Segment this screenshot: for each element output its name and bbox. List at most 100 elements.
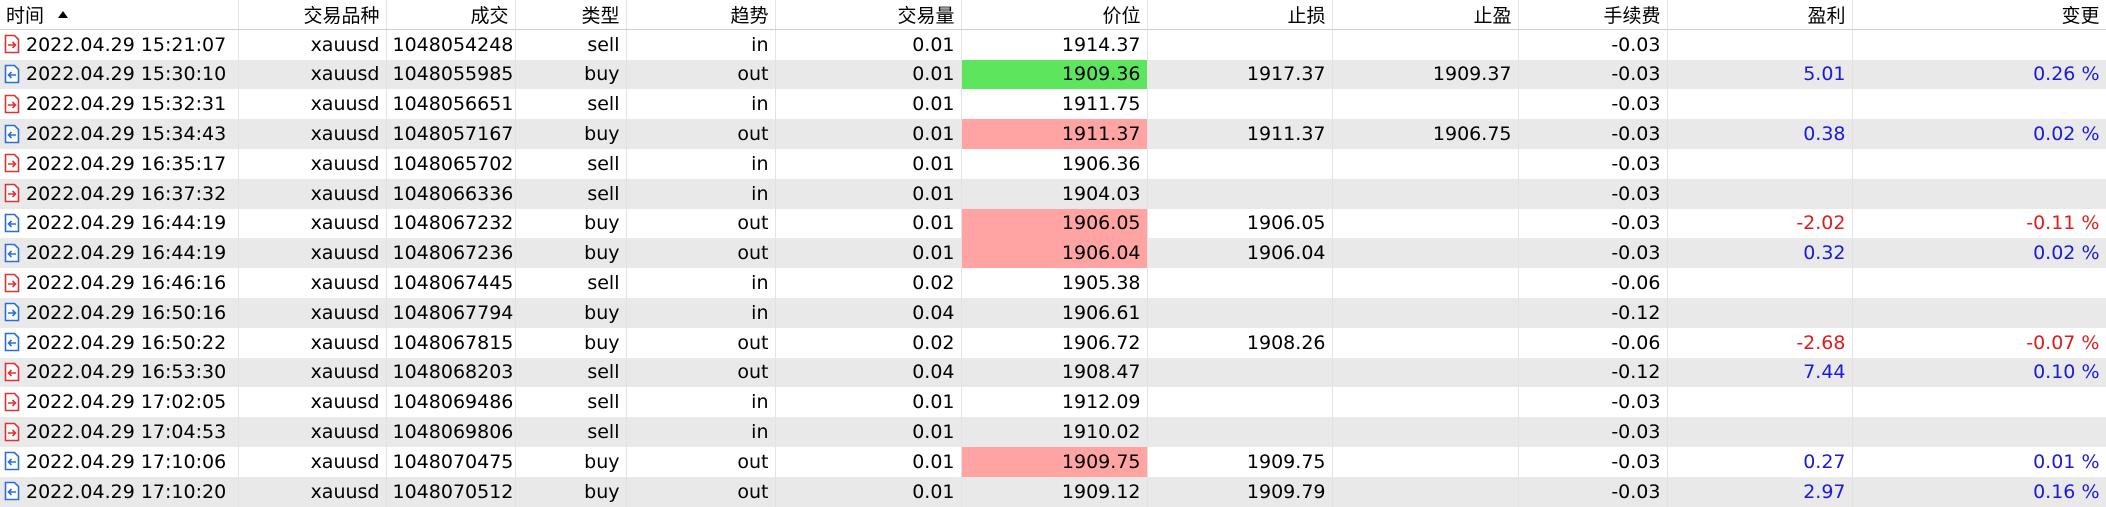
table-row[interactable]: 2022.04.29 15:34:43 xauusd 1048057167 buy ou…	[0, 119, 2106, 149]
cell-price: 1909.36	[961, 59, 1148, 90]
time-text: 2022.04.29 17:02:05	[26, 391, 227, 414]
cell-price: 1906.04	[961, 238, 1148, 269]
cell-tp	[1332, 446, 1519, 477]
column-header-price[interactable]: 价位	[961, 0, 1148, 31]
cell-direction: out	[626, 357, 776, 388]
cell-deal: 1048057167	[386, 119, 516, 149]
table-row[interactable]: 2022.04.29 16:44:19 xauusd 1048067232 buy ou…	[0, 208, 2106, 239]
cell-tp	[1332, 268, 1519, 298]
cell-change	[1852, 148, 2106, 179]
cell-price: 1906.05	[961, 208, 1148, 239]
cell-symbol: xauusd	[238, 119, 387, 149]
table-row[interactable]: 2022.04.29 16:35:17 xauusd 1048065702 sell i…	[0, 148, 2106, 179]
table-row[interactable]: 2022.04.29 17:04:53 xauusd 1048069806 sell i…	[0, 417, 2106, 447]
table-row[interactable]: 2022.04.29 17:10:20 xauusd 1048070512 buy ou…	[0, 476, 2106, 507]
cell-tp	[1332, 476, 1519, 507]
time-text: 2022.04.29 16:44:19	[26, 212, 227, 235]
cell-commission: -0.03	[1518, 238, 1668, 269]
table-row[interactable]: 2022.04.29 16:46:16 xauusd 1048067445 sell i…	[0, 268, 2106, 298]
table-row[interactable]: 2022.04.29 16:50:22 xauusd 1048067815 buy ou…	[0, 327, 2106, 358]
buy-out-icon	[4, 452, 20, 471]
table-row[interactable]: 2022.04.29 15:21:07 xauusd 1048054248 sell i…	[0, 29, 2106, 60]
cell-symbol: xauusd	[238, 476, 387, 507]
cell-profit: 0.27	[1667, 446, 1853, 477]
cell-tp	[1332, 89, 1519, 120]
table-row[interactable]: 2022.04.29 16:53:30 xauusd 1048068203 sell o…	[0, 357, 2106, 388]
cell-symbol: xauusd	[238, 417, 387, 447]
column-header-profit[interactable]: 盈利	[1667, 0, 1853, 31]
table-row[interactable]: 2022.04.29 15:32:31 xauusd 1048056651 sell i…	[0, 89, 2106, 120]
cell-commission: -0.03	[1518, 59, 1668, 90]
time-text: 2022.04.29 17:10:20	[26, 480, 227, 503]
cell-volume: 0.02	[775, 268, 962, 298]
cell-change: -0.11 %	[1852, 208, 2106, 239]
sell-in-icon	[4, 154, 20, 173]
cell-time: 2022.04.29 16:46:16	[0, 268, 239, 298]
cell-deal: 1048069486	[386, 387, 516, 418]
cell-sl: 1908.26	[1147, 327, 1333, 358]
table-row[interactable]: 2022.04.29 16:44:19 xauusd 1048067236 buy ou…	[0, 238, 2106, 269]
column-header-change[interactable]: 变更	[1852, 0, 2106, 31]
cell-type: sell	[515, 29, 627, 60]
cell-volume: 0.01	[775, 59, 962, 90]
buy-out-icon	[4, 213, 20, 233]
column-header-commission[interactable]: 手续费	[1518, 0, 1668, 31]
cell-deal: 1048055985	[386, 59, 516, 90]
cell-price: 1910.02	[961, 417, 1148, 447]
cell-deal: 1048069806	[386, 417, 516, 447]
cell-change	[1852, 268, 2106, 298]
cell-volume: 0.01	[775, 208, 962, 239]
cell-symbol: xauusd	[238, 89, 387, 120]
cell-price: 1914.37	[961, 29, 1148, 60]
cell-symbol: xauusd	[238, 327, 387, 358]
cell-volume: 0.01	[775, 446, 962, 477]
cell-type: sell	[515, 148, 627, 179]
cell-sl	[1147, 148, 1333, 179]
cell-change	[1852, 29, 2106, 60]
cell-sl	[1147, 268, 1333, 298]
table-row[interactable]: 2022.04.29 17:10:06 xauusd 1048070475 buy ou…	[0, 446, 2106, 477]
cell-tp	[1332, 208, 1519, 239]
column-header-direction[interactable]: 趋势	[626, 0, 776, 31]
table-row[interactable]: 2022.04.29 17:02:05 xauusd 1048069486 sell i…	[0, 387, 2106, 418]
cell-sl	[1147, 29, 1333, 60]
cell-change: 0.10 %	[1852, 357, 2106, 388]
column-header-type[interactable]: 类型	[515, 0, 627, 31]
cell-time: 2022.04.29 15:21:07	[0, 29, 239, 60]
cell-commission: -0.03	[1518, 29, 1668, 60]
cell-type: buy	[515, 208, 627, 239]
cell-time: 2022.04.29 16:50:16	[0, 297, 239, 328]
cell-commission: -0.03	[1518, 476, 1668, 507]
table-row[interactable]: 2022.04.29 16:37:32 xauusd 1048066336 sell i…	[0, 178, 2106, 209]
time-text: 2022.04.29 15:34:43	[26, 123, 227, 146]
cell-deal: 1048067232	[386, 208, 516, 239]
column-header-deal[interactable]: 成交	[386, 0, 516, 31]
cell-commission: -0.12	[1518, 297, 1668, 328]
table-row[interactable]: 2022.04.29 16:50:16 xauusd 1048067794 buy in…	[0, 297, 2106, 328]
column-header-time[interactable]: 时间	[0, 0, 239, 31]
cell-tp	[1332, 238, 1519, 269]
cell-symbol: xauusd	[238, 387, 387, 418]
cell-direction: in	[626, 417, 776, 447]
cell-commission: -0.03	[1518, 446, 1668, 477]
cell-symbol: xauusd	[238, 29, 387, 60]
cell-change: -0.07 %	[1852, 327, 2106, 358]
cell-deal: 1048066336	[386, 178, 516, 209]
cell-price: 1904.03	[961, 178, 1148, 209]
cell-deal: 1048065702	[386, 148, 516, 179]
sort-ascending-icon	[58, 11, 69, 19]
cell-profit	[1667, 29, 1853, 60]
column-header-symbol[interactable]: 交易品种	[238, 0, 387, 31]
cell-volume: 0.01	[775, 417, 962, 447]
cell-volume: 0.01	[775, 178, 962, 209]
column-header-volume[interactable]: 交易量	[775, 0, 962, 31]
column-header-tp[interactable]: 止盈	[1332, 0, 1519, 31]
cell-direction: in	[626, 387, 776, 418]
sell-in-icon	[4, 273, 20, 292]
cell-type: buy	[515, 59, 627, 90]
time-text: 2022.04.29 16:50:22	[26, 331, 227, 354]
buy-out-icon	[4, 64, 20, 84]
column-header-sl[interactable]: 止损	[1147, 0, 1333, 31]
cell-direction: out	[626, 208, 776, 239]
table-row[interactable]: 2022.04.29 15:30:10 xauusd 1048055985 buy ou…	[0, 59, 2106, 90]
